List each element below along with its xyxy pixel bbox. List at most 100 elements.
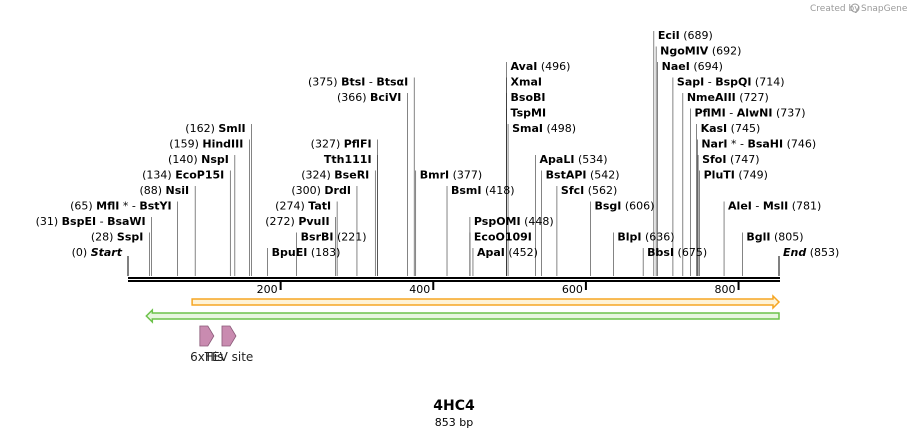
site-blpi[interactable]: BlpI (636) <box>617 231 674 244</box>
site-label-text: (272) PvuII <box>265 215 329 228</box>
site-bsobi[interactable]: BsoBI <box>511 91 546 104</box>
site-label-text: TspMI <box>511 107 547 120</box>
site-end[interactable]: End (853) <box>783 246 839 259</box>
site-bsmi[interactable]: BsmI (418) <box>451 184 515 197</box>
site-sfoi[interactable]: SfoI (747) <box>702 153 759 166</box>
site-label-text: (0) Start <box>72 246 123 259</box>
site-label-text: EcoO109I <box>474 231 532 244</box>
site-alei[interactable]: AleI - MslI (781) <box>728 200 821 213</box>
site-label-text: Tth111I <box>324 153 372 166</box>
site-bbsi[interactable]: BbsI (675) <box>647 246 707 259</box>
site-tth111i[interactable]: Tth111I <box>324 153 372 166</box>
feature-6xhis-arrow[interactable] <box>199 325 215 347</box>
scale-tick-label: 800 <box>715 283 736 296</box>
site-label-text: (65) MflI * - BstYI <box>70 200 172 213</box>
site-pluti[interactable]: PluTI (749) <box>704 169 768 182</box>
site-bpuei[interactable]: BpuEI (183) <box>272 246 341 259</box>
site-kasi[interactable]: KasI (745) <box>701 122 761 135</box>
site-ecop15i[interactable]: (134) EcoP15I <box>142 169 224 182</box>
feature-tev-site-arrow[interactable] <box>221 325 237 347</box>
site-avai[interactable]: AvaI (496) <box>511 60 571 73</box>
site-apali[interactable]: ApaLI (534) <box>540 153 608 166</box>
site-label-text: ApaI (452) <box>477 246 538 259</box>
site-label-text: BpuEI (183) <box>272 246 341 259</box>
site-nspi[interactable]: (140) NspI <box>168 153 229 166</box>
site-btsi[interactable]: (375) BtsI - BtsαI <box>308 76 408 89</box>
sequence-backbone: 200 400 600 800 <box>128 277 780 296</box>
site-ngomiv[interactable]: NgoMIV (692) <box>660 45 741 58</box>
site-nsii[interactable]: (88) NsiI <box>139 184 189 197</box>
site-label-text: SmaI (498) <box>512 122 576 135</box>
orf-forward-arrow[interactable] <box>191 294 781 310</box>
site-ecii[interactable]: EciI (689) <box>658 29 713 42</box>
site-label-text: BsgI (606) <box>594 200 654 213</box>
site-smai[interactable]: SmaI (498) <box>512 122 576 135</box>
site-smli[interactable]: (162) SmlI <box>185 122 245 135</box>
site-pvuii[interactable]: (272) PvuII <box>265 215 329 228</box>
site-xmai[interactable]: XmaI <box>511 76 542 89</box>
site-bspei[interactable]: (31) BspEI - BsaWI <box>36 215 146 228</box>
orf-reverse-arrow[interactable] <box>145 308 780 324</box>
site-label-text: BmrI (377) <box>420 169 482 182</box>
feature-label: 6xHis <box>190 350 223 364</box>
sequence-length: 853 bp <box>434 416 474 429</box>
site-label-text: (134) EcoP15I <box>142 169 224 182</box>
site-label-text: (162) SmlI <box>185 122 245 135</box>
snapgene-credit: Created by SnapGene <box>810 3 908 14</box>
site-label-text: (324) BseRI <box>301 169 369 182</box>
site-label-text: (31) BspEI - BsaWI <box>36 215 146 228</box>
site-label-text: (300) DrdI <box>291 184 351 197</box>
site-label-text: XmaI <box>511 76 542 89</box>
site-label-text: EciI (689) <box>658 29 713 42</box>
site-tati[interactable]: (274) TatI <box>275 200 331 213</box>
site-label-text: AvaI (496) <box>511 60 571 73</box>
site-label-text: PluTI (749) <box>704 169 768 182</box>
site-label-text: SapI - BspQI (714) <box>677 76 785 89</box>
site-label-text: AleI - MslI (781) <box>728 200 821 213</box>
site-sapi[interactable]: SapI - BspQI (714) <box>677 76 785 89</box>
site-pspomi[interactable]: PspOMI (448) <box>474 215 554 228</box>
site-label-text: (274) TatI <box>275 200 331 213</box>
site-pflfi[interactable]: (327) PflFI <box>311 138 372 151</box>
site-label-text: NgoMIV (692) <box>660 45 741 58</box>
site-label-text: BsrBI (221) <box>301 231 367 244</box>
site-label-text: KasI (745) <box>701 122 761 135</box>
site-ecoo109i[interactable]: EcoO109I <box>474 231 532 244</box>
credit-text: Created by <box>810 4 860 14</box>
site-sfci[interactable]: SfcI (562) <box>561 184 617 197</box>
site-label-text: (375) BtsI - BtsαI <box>308 76 408 89</box>
site-tspmi[interactable]: TspMI <box>511 107 547 120</box>
site-label-text: NarI * - BsaHI (746) <box>701 138 816 151</box>
site-bseri[interactable]: (324) BseRI <box>301 169 369 182</box>
site-connector-lines <box>127 31 780 276</box>
site-bmri[interactable]: BmrI (377) <box>420 169 482 182</box>
site-label-text: PspOMI (448) <box>474 215 554 228</box>
site-bsgi[interactable]: BsgI (606) <box>594 200 654 213</box>
sequence-name: 4HC4 <box>433 398 475 414</box>
scale-tick-label: 600 <box>562 283 583 296</box>
site-start[interactable]: (0) Start <box>72 246 123 259</box>
site-label-text: PflMI - AlwNI (737) <box>694 107 805 120</box>
site-nari[interactable]: NarI * - BsaHI (746) <box>701 138 816 151</box>
site-bsrbi[interactable]: BsrBI (221) <box>301 231 367 244</box>
site-sspi[interactable]: (28) SspI <box>91 231 144 244</box>
site-nmeaiii[interactable]: NmeAIII (727) <box>687 91 769 104</box>
site-apai[interactable]: ApaI (452) <box>477 246 538 259</box>
site-bgli[interactable]: BglI (805) <box>746 231 803 244</box>
site-label-text: SfoI (747) <box>702 153 759 166</box>
site-label-text: (88) NsiI <box>139 184 189 197</box>
site-bcivi[interactable]: (366) BciVI <box>337 91 401 104</box>
site-label-text: (366) BciVI <box>337 91 401 104</box>
site-hindiii[interactable]: (159) HindIII <box>169 138 243 151</box>
site-drdi[interactable]: (300) DrdI <box>291 184 351 197</box>
site-naei[interactable]: NaeI (694) <box>662 60 723 73</box>
site-label-text: (159) HindIII <box>169 138 243 151</box>
site-mfli[interactable]: (65) MflI * - BstYI <box>70 200 172 213</box>
site-label-text: BglI (805) <box>746 231 803 244</box>
site-bstapi[interactable]: BstAPI (542) <box>546 169 620 182</box>
site-label-text: BsmI (418) <box>451 184 515 197</box>
site-label-text: (28) SspI <box>91 231 144 244</box>
site-pflmi[interactable]: PflMI - AlwNI (737) <box>694 107 805 120</box>
